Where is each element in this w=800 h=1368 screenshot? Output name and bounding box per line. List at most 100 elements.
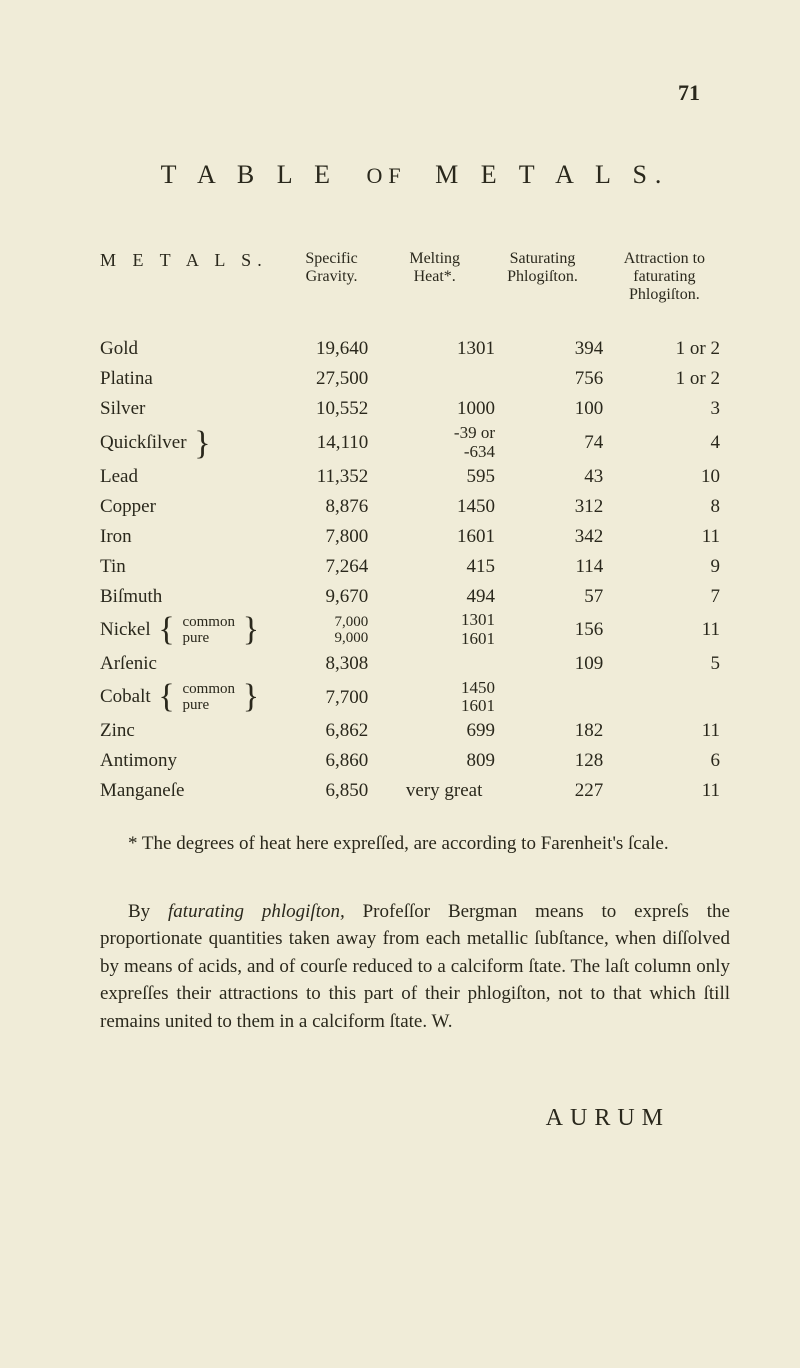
row-lead: Lead 11,352 595 43 10	[100, 461, 730, 491]
cell-spec: 7,800	[267, 522, 394, 551]
melt-stack: 1301 1601	[461, 611, 495, 648]
melt-top: -39 or	[454, 424, 495, 443]
row-bismuth: Biſmuth 9,670 494 57 7	[100, 581, 730, 611]
cell-attr: 1 or 2	[618, 364, 730, 393]
cell-attr: 11	[618, 776, 730, 805]
col-attr-l2: faturating	[599, 268, 730, 286]
title-left: T A B L E	[161, 160, 338, 189]
cell-spec: 7,700	[267, 683, 394, 712]
nickel-label: Nickel	[100, 618, 151, 639]
col-specific-l1: Specific	[280, 250, 383, 268]
brace-open-icon: {	[158, 616, 174, 644]
quicksilver-label: Quickſilver	[100, 432, 187, 453]
cell-sat: 227	[520, 776, 618, 805]
cell-spec: 6,862	[267, 716, 394, 745]
cell-melt: 1301 1601	[393, 611, 520, 648]
col-attr-l1: Attraction to	[599, 250, 730, 268]
cell-name: Arſenic	[100, 649, 267, 678]
cell-name: Zinc	[100, 716, 267, 745]
col-saturating: Saturating Phlogiſton.	[486, 250, 599, 286]
cell-sat: 182	[520, 716, 618, 745]
col-specific: Specific Gravity.	[280, 250, 383, 286]
page: 71 T A B L E OF M E T A L S. M E T A L S…	[0, 0, 800, 1368]
row-silver: Silver 10,552 1000 100 3	[100, 394, 730, 424]
cell-sat: 128	[520, 746, 618, 775]
cell-sat: 156	[520, 615, 618, 644]
cell-spec: 8,308	[267, 649, 394, 678]
cell-name: Antimony	[100, 746, 267, 775]
cell-melt: 1450	[393, 492, 520, 521]
cell-attr: 5	[618, 649, 730, 678]
cell-spec: 14,110	[267, 428, 394, 457]
cell-melt: -39 or -634	[393, 424, 520, 461]
cell-attr: 3	[618, 394, 730, 423]
cobalt-melt2: 1601	[461, 697, 495, 716]
cell-attr: 8	[618, 492, 730, 521]
cell-spec: 19,640	[267, 334, 394, 363]
nickel-melt1: 1301	[461, 611, 495, 630]
col-melting: Melting Heat*.	[383, 250, 486, 286]
brace-open-icon: {	[158, 683, 174, 711]
cobalt-melt1: 1450	[461, 679, 495, 698]
col-metals-label: M E T A L S.	[100, 250, 280, 271]
cell-melt: 415	[393, 552, 520, 581]
cell-attr: 11	[618, 522, 730, 551]
row-quicksilver: Quickſilver } 14,110 -39 or -634 74 4	[100, 424, 730, 461]
col-melting-l2: Heat*.	[383, 268, 486, 286]
cell-melt: very great	[393, 776, 520, 805]
row-copper: Copper 8,876 1450 312 8	[100, 491, 730, 521]
brace-close-icon: }	[243, 683, 259, 711]
cell-sat: 43	[520, 462, 618, 491]
cell-name: Tin	[100, 552, 267, 581]
sub-stack: common pure	[183, 681, 236, 714]
para-before: By	[128, 901, 168, 922]
col-sat-l1: Saturating	[486, 250, 599, 268]
row-gold: Gold 19,640 1301 394 1 or 2	[100, 334, 730, 364]
cell-sat: 57	[520, 582, 618, 611]
melt-bot: -634	[454, 443, 495, 462]
cell-melt: 1301	[393, 334, 520, 363]
body-paragraph: By faturating phlogiſton, Profeſſor Berg…	[100, 898, 730, 1036]
cell-name: Manganeſe	[100, 776, 267, 805]
cell-sat: 109	[520, 649, 618, 678]
cell-spec: 27,500	[267, 364, 394, 393]
melt-stack: 1450 1601	[461, 679, 495, 716]
title-of: OF	[367, 163, 407, 188]
cell-attr: 10	[618, 462, 730, 491]
cell-melt: 1000	[393, 394, 520, 423]
cell-attr: 1 or 2	[618, 334, 730, 363]
cobalt-pure: pure	[183, 697, 236, 714]
row-tin: Tin 7,264 415 114 9	[100, 551, 730, 581]
metals-label: M E T A L S.	[100, 250, 280, 271]
cell-melt: 494	[393, 582, 520, 611]
col-sat-l2: Phlogiſton.	[486, 268, 599, 286]
cell-name: Nickel { common pure }	[100, 614, 267, 647]
cell-name: Quickſilver }	[100, 428, 267, 458]
row-iron: Iron 7,800 1601 342 11	[100, 521, 730, 551]
cobalt-common: common	[183, 681, 236, 698]
page-title: T A B L E OF M E T A L S.	[100, 160, 730, 190]
nickel-spec1: 7,000	[335, 614, 369, 631]
cell-melt: 595	[393, 462, 520, 491]
cell-attr: 7	[618, 582, 730, 611]
brace-close-icon: }	[243, 616, 259, 644]
row-arsenic: Arſenic 8,308 109 5	[100, 649, 730, 679]
section-heading-aurum: AURUM	[100, 1105, 730, 1132]
cell-spec: 6,860	[267, 746, 394, 775]
col-attraction: Attraction to faturating Phlogiſton.	[599, 250, 730, 304]
col-attr-l3: Phlogiſton.	[599, 286, 730, 304]
cell-name: Cobalt { common pure }	[100, 681, 267, 714]
row-platina: Platina 27,500 756 1 or 2	[100, 364, 730, 394]
row-manganese: Manganeſe 6,850 very great 227 11	[100, 776, 730, 806]
brace-icon: }	[194, 430, 210, 458]
nickel-pure: pure	[182, 630, 235, 647]
footnote: * The degrees of heat here expreſſed, ar…	[100, 830, 730, 858]
cell-sat: 100	[520, 394, 618, 423]
row-zinc: Zinc 6,862 699 182 11	[100, 716, 730, 746]
cell-attr: 11	[618, 615, 730, 644]
cell-spec: 11,352	[267, 462, 394, 491]
cell-sat: 394	[520, 334, 618, 363]
cell-sat: 312	[520, 492, 618, 521]
cell-name: Gold	[100, 334, 267, 363]
cell-name: Silver	[100, 394, 267, 423]
